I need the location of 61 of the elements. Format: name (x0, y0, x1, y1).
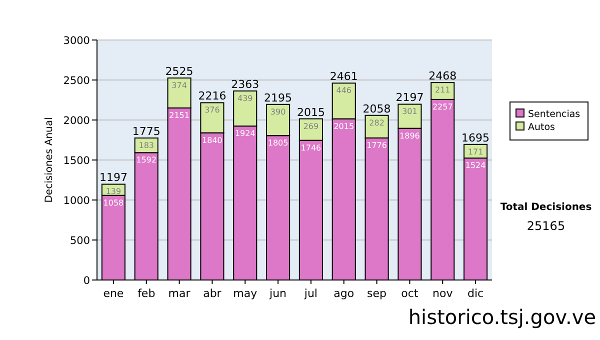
data-label: 269 (303, 122, 319, 131)
total-label: 2468 (428, 70, 457, 83)
x-tick-label: sep (367, 287, 387, 300)
data-label: 1058 (103, 198, 124, 208)
data-label: 183 (138, 141, 154, 150)
x-tick-label: may (233, 287, 258, 300)
data-label: 1840 (202, 136, 222, 145)
data-label: 439 (237, 94, 253, 103)
x-tick-label: oct (401, 287, 419, 300)
legend-label: Sentencias (528, 109, 580, 120)
data-label: 1524 (465, 161, 486, 170)
y-tick-label: 1500 (63, 155, 90, 167)
data-label: 1924 (234, 129, 256, 138)
x-tick-label: abr (203, 287, 222, 300)
data-label: 2257 (432, 102, 453, 112)
data-label: 2015 (334, 122, 354, 131)
x-tick-label: ene (103, 287, 124, 300)
total-label: 2216 (198, 90, 226, 103)
x-tick-label: jun (268, 287, 287, 300)
x-tick-label: jul (303, 287, 318, 300)
total-label: 1695 (462, 131, 490, 144)
y-tick-label: 2500 (63, 75, 90, 87)
total-label: 2195 (264, 91, 292, 104)
data-label: 1776 (366, 140, 387, 150)
data-label: 282 (369, 118, 384, 128)
text: 25165 (526, 219, 566, 233)
x-tick-label: feb (138, 287, 156, 300)
y-axis-title: Decisiones Anual (44, 117, 55, 203)
data-label: 211 (434, 86, 450, 95)
data-label: 1896 (400, 131, 420, 140)
data-label: 374 (172, 81, 187, 90)
x-tick-label: nov (432, 287, 454, 300)
x-tick-label: dic (467, 287, 484, 300)
total-label: 2015 (296, 106, 325, 119)
total-label: 2197 (396, 91, 424, 104)
text: historico.tsj.gov.ve (408, 305, 596, 329)
total-label: 2363 (231, 78, 260, 91)
legend-label: Autos (528, 122, 556, 133)
text: Total Decisiones (500, 202, 592, 213)
data-label: 139 (106, 187, 122, 196)
y-tick-label: 0 (83, 275, 90, 287)
total-label: 2525 (165, 65, 194, 78)
y-tick-label: 2000 (63, 115, 90, 127)
x-tick-label: mar (168, 287, 191, 300)
data-label: 171 (468, 147, 484, 156)
total-label: 2461 (330, 70, 358, 84)
y-tick-label: 3000 (63, 35, 90, 47)
data-label: 446 (336, 86, 352, 96)
data-label: 390 (270, 107, 286, 116)
y-tick-label: 500 (70, 235, 90, 247)
y-tick-label: 1000 (63, 195, 90, 207)
data-label: 301 (402, 107, 418, 116)
data-label: 1592 (136, 156, 157, 165)
data-label: 1746 (300, 143, 322, 152)
total-label: 1197 (99, 171, 128, 184)
total-label: 2058 (362, 102, 391, 116)
x-tick-label: ago (334, 287, 354, 300)
data-label: 2151 (169, 110, 190, 120)
data-label: 1805 (268, 138, 288, 148)
total-label: 1775 (132, 125, 160, 138)
data-label: 376 (204, 106, 220, 115)
